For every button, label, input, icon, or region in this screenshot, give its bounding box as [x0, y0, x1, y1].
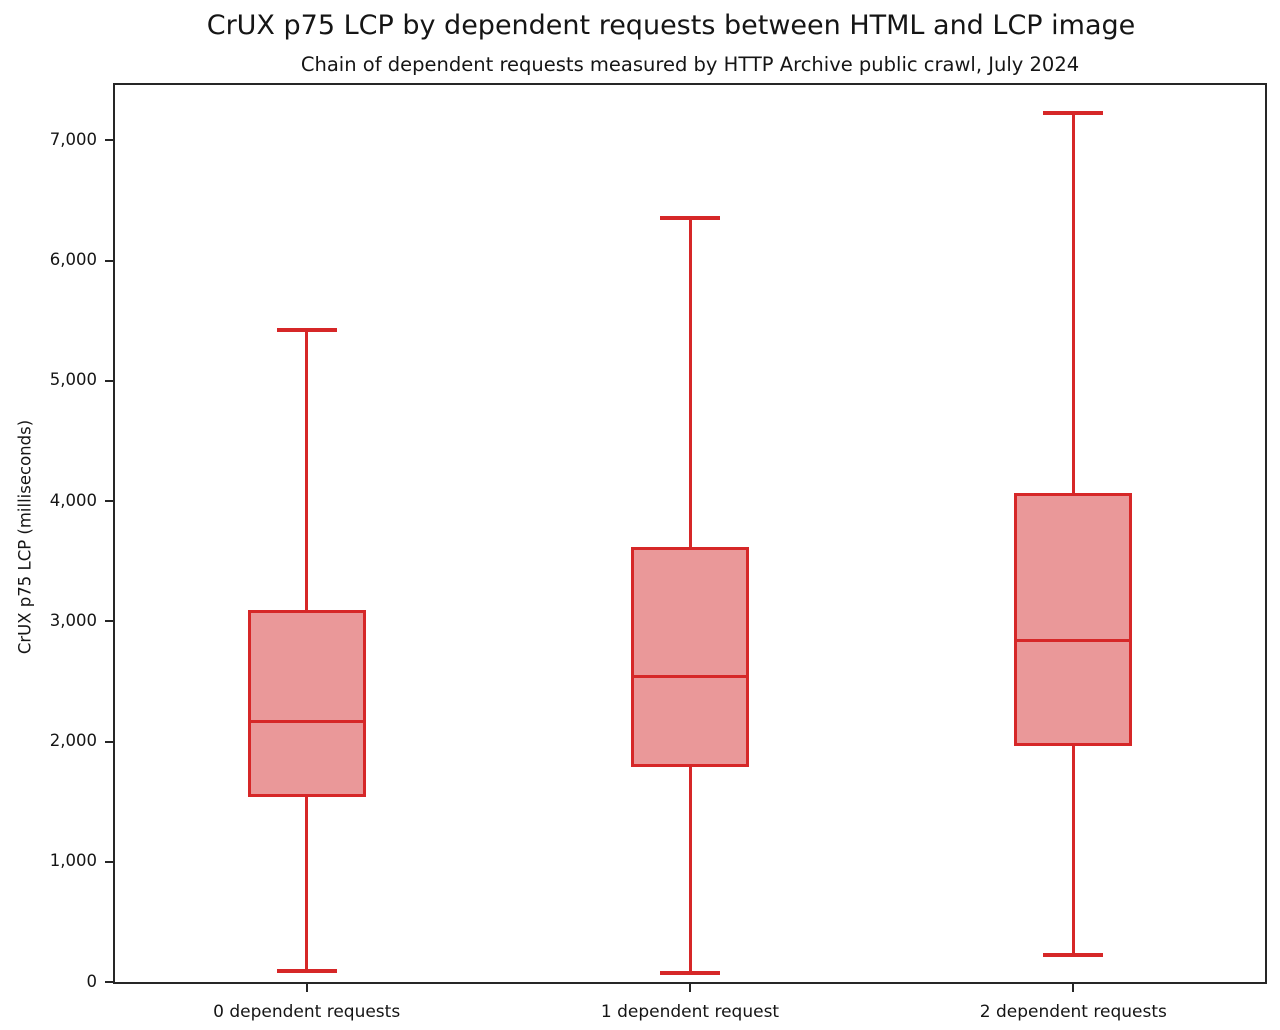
y-tick-mark [105, 860, 113, 863]
upper-whisker-cap [1043, 111, 1104, 116]
lower-whisker-cap [1043, 952, 1104, 957]
y-tick-label: 7,000 [49, 129, 97, 149]
lower-whisker-line [688, 766, 692, 973]
box-rect [247, 610, 366, 797]
upper-whisker-line [305, 329, 309, 611]
x-tick-mark [305, 984, 308, 992]
median-line [250, 720, 363, 724]
box-rect [631, 547, 749, 767]
upper-whisker-cap [660, 216, 720, 221]
y-tick-label: 3,000 [49, 610, 97, 630]
y-tick-label: 2,000 [49, 731, 97, 751]
upper-whisker-line [1071, 113, 1075, 493]
y-tick-mark [105, 139, 113, 142]
plot-area: 0 1,000 2,000 3,000 4,000 5,000 6,000 7,000 0 de… [50, 83, 1267, 1021]
y-tick-mark [105, 620, 113, 623]
y-tick-mark [105, 981, 113, 983]
x-tick-label: 0 dependent requests [213, 1002, 401, 1022]
y-tick-label: 5,000 [49, 370, 97, 390]
median-line [634, 675, 746, 679]
box-rect [1014, 492, 1133, 746]
y-tick-label: 1,000 [49, 851, 97, 871]
lower-whisker-cap [276, 969, 337, 974]
y-tick-label: 6,000 [49, 250, 97, 270]
upper-whisker-cap [276, 327, 337, 332]
chart-subtitle: Chain of dependent requests measured by … [300, 53, 1080, 76]
lower-whisker-line [305, 796, 309, 972]
y-tick-label: 4,000 [49, 490, 97, 510]
x-tick-mark [689, 984, 691, 992]
x-tick-label: 1 dependent request [600, 1002, 780, 1022]
x-tick-mark [1072, 984, 1075, 992]
upper-whisker-line [688, 218, 692, 548]
y-tick-mark [105, 740, 113, 743]
lower-whisker-cap [660, 970, 720, 975]
y-tick-mark [105, 259, 113, 262]
chart-title: CrUX p75 LCP by dependent requests betwe… [206, 10, 1136, 41]
median-line [1017, 639, 1130, 642]
y-tick-mark [105, 379, 113, 382]
y-tick-mark [105, 500, 113, 503]
lower-whisker-line [1071, 745, 1075, 955]
y-tick-label: 0 [86, 971, 98, 991]
x-tick-label: 2 dependent requests [979, 1002, 1167, 1022]
